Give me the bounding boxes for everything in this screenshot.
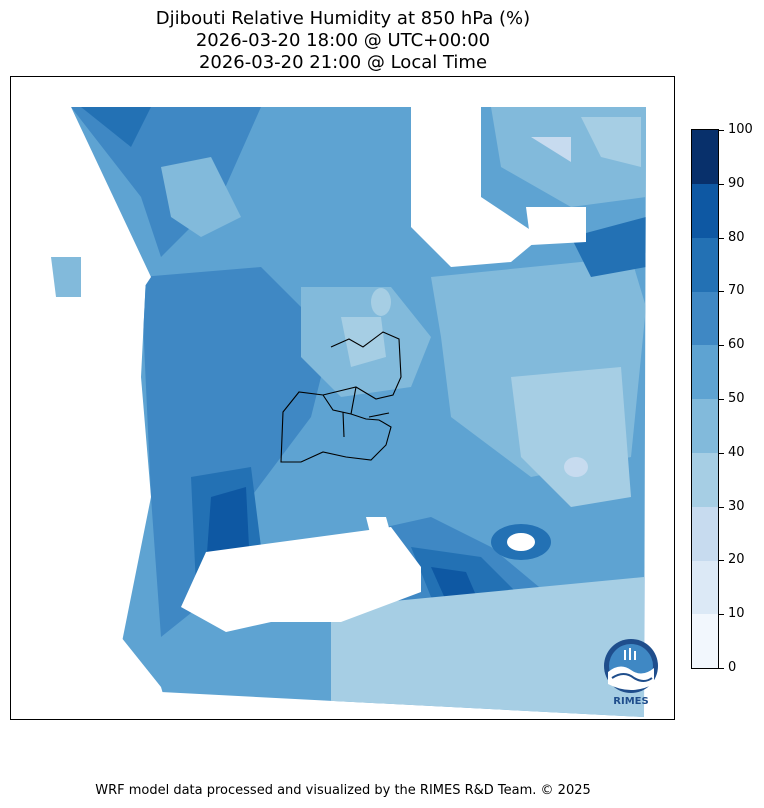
- colorbar-segment: [692, 452, 718, 507]
- logo-text: RIMES: [613, 696, 648, 706]
- colorbar: [691, 129, 719, 669]
- colorbar-tick: [719, 399, 724, 400]
- colorbar-segment: [692, 399, 718, 453]
- colorbar-segment: [692, 237, 718, 292]
- colorbar-segment: [692, 506, 718, 561]
- colorbar-tick-label: 30: [728, 499, 745, 514]
- humidity-field: [11, 107, 646, 719]
- colorbar-segment: [692, 183, 718, 238]
- colorbar-tick: [719, 238, 724, 239]
- colorbar-segment: [692, 291, 718, 346]
- colorbar-tick-label: 90: [728, 176, 745, 191]
- colorbar-tick-label: 80: [728, 230, 745, 245]
- colorbar-tick: [719, 291, 724, 292]
- colorbar-tick: [719, 614, 724, 615]
- colorbar-tick: [719, 345, 724, 346]
- colorbar-segment: [692, 130, 718, 184]
- colorbar-tick: [719, 668, 724, 669]
- map-subtitle-utc: 2026-03-20 18:00 @ UTC+00:00: [195, 30, 491, 51]
- colorbar-tick-label: 100: [728, 122, 753, 137]
- colorbar-tick: [719, 453, 724, 454]
- colorbar-tick: [719, 507, 724, 508]
- colorbar-tick-label: 50: [728, 391, 745, 406]
- map-subtitle-local: 2026-03-20 21:00 @ Local Time: [198, 52, 488, 73]
- colorbar-tick: [719, 560, 724, 561]
- colorbar-tick: [719, 130, 724, 131]
- colorbar-segment: [692, 345, 718, 400]
- rimes-logo-icon: RIMES: [604, 639, 658, 706]
- footer-credit: WRF model data processed and visualized …: [95, 783, 591, 798]
- colorbar-tick-label: 60: [728, 337, 745, 352]
- colorbar-tick-label: 10: [728, 606, 745, 621]
- colorbar-tick-label: 40: [728, 445, 745, 460]
- djibouti-border: [280, 331, 402, 463]
- colorbar-tick: [719, 184, 724, 185]
- colorbar-tick-label: 20: [728, 552, 745, 567]
- colorbar-tick-label: 70: [728, 283, 745, 298]
- colorbar-segment: [692, 560, 718, 615]
- colorbar-tick-label: 0: [728, 660, 737, 675]
- map-panel: [10, 76, 675, 720]
- map-title: Djibouti Relative Humidity at 850 hPa (%…: [155, 8, 531, 29]
- colorbar-segment: [692, 614, 718, 669]
